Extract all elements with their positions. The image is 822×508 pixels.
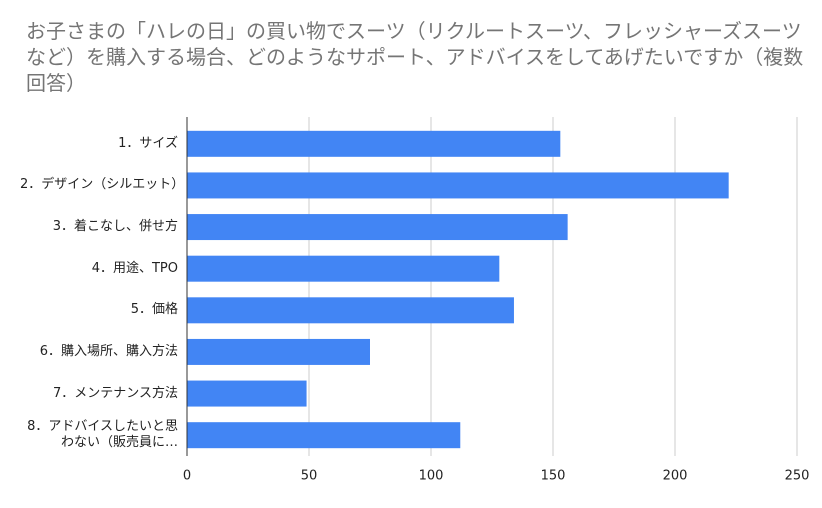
bar [187, 255, 500, 282]
y-tick-label: 1．サイズ [118, 135, 178, 151]
chart-title: お子さまの「ハレの日」の買い物でスーツ（リクルートスーツ、フレッシャーズスーツな… [26, 19, 804, 95]
y-tick-label: 4．用途、TPO [91, 260, 178, 276]
x-tick-label: 150 [541, 469, 566, 484]
x-tick-label: 50 [301, 469, 318, 484]
x-tick-label: 100 [419, 469, 444, 484]
bar [187, 130, 561, 157]
bar [187, 172, 729, 199]
bar [187, 338, 370, 365]
y-tick-label: 7．メンテナンス方法 [52, 385, 178, 401]
bar [187, 297, 514, 324]
bar [187, 214, 568, 241]
y-tick-label: 3．着こなし、併せ方 [52, 219, 178, 235]
x-tick-label: 200 [663, 469, 688, 484]
x-tick-label: 0 [183, 469, 191, 484]
x-tick-label: 250 [785, 469, 810, 484]
y-tick-label: 8．アドバイスしたいと思わない（販売員に… [27, 419, 178, 451]
y-tick-label: 5．価格 [130, 302, 178, 318]
bar [187, 422, 461, 449]
y-tick-label: 2．デザイン（シルエット） [20, 177, 185, 193]
bar [187, 380, 307, 407]
y-tick-label: 6．購入場所、購入方法 [39, 343, 178, 359]
